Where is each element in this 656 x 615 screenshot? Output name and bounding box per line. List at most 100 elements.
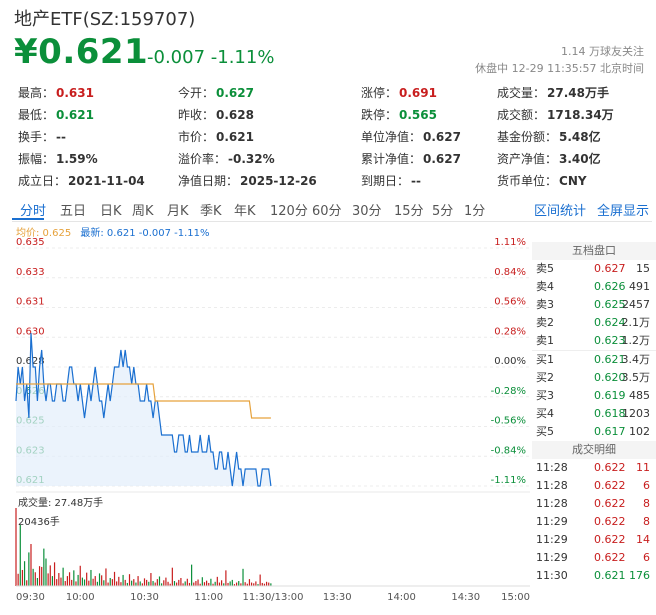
stat-label: 市价： [178,130,215,144]
intraday-chart[interactable]: 0.635 1.11% 0.633 0.84% 0.631 0.56% 0.630 0.28%… [0,0,532,615]
orderbook-price: 0.622 [594,479,626,492]
stat-label: 净值日期： [178,174,239,188]
stat-value: 0.691 [399,86,437,100]
orderbook-label: 卖3 [536,298,554,311]
stat-label: 振幅： [18,152,55,166]
volume-bar [259,574,261,586]
tab-2[interactable]: 日K [100,204,122,219]
stat-label: 成立日： [18,174,67,188]
volume-bar [154,582,156,586]
orderbook-row: 卖3 0.625 2457 [532,296,656,314]
stats-row: 最高： 0.631 今开： 0.627 涨停： 0.691 成交量： 27.48万手 [0,84,656,106]
tab-1[interactable]: 五日 [60,204,87,219]
volume-bar [191,564,193,586]
volume-bar [143,578,146,586]
orderbook-title: 五档盘口 [532,242,656,260]
tab-12[interactable]: 1分 [464,204,486,219]
stat-label: 累计净值： [361,152,422,166]
tab-7[interactable]: 120分 [270,204,308,219]
volume-bar [146,579,148,586]
volume-bar [109,577,111,586]
volume-bar [186,578,188,586]
orderbook-price: 0.626 [594,280,626,293]
stat-label: 资产净值： [497,152,558,166]
volume-bar [92,578,94,586]
volume-bar [128,574,131,586]
volume-bar [103,580,105,586]
market-status: 休盘中 12-29 11:35:57 北京时间 [475,62,644,75]
stat-cell: 市价： 0.621 [178,128,254,145]
volume-bar [88,580,90,586]
current-price: ¥0.621 [14,32,149,72]
order-book-panel: 五档盘口 卖5 0.627 15 卖4 0.626 491 卖3 0.625 2457 卖2 0.62… [532,242,656,585]
volume-bar [156,579,158,586]
volume-label: 成交量: 27.48万手 [18,498,104,509]
volume-bar [180,577,182,586]
tab-5[interactable]: 季K [200,204,222,219]
x-tick-label: 10:00 [66,592,95,603]
y-tick-label: 0.635 [16,237,45,248]
orderbook-row: 买1 0.621 3.4万 [532,351,656,369]
orderbook-separator [532,350,656,351]
tab-0[interactable]: 分时 [20,204,47,219]
fullscreen-link[interactable]: 全屏显示 [597,204,650,219]
orderbook-label: 卖2 [536,316,554,329]
stats-row: 振幅： 1.59% 溢价率： -0.32% 累计净值： 0.627 资产净值： 3.40亿 [0,150,656,172]
volume-bar [28,552,30,586]
orderbook-row: 卖4 0.626 491 [532,278,656,296]
orderbook-row: 11:28 0.622 8 [532,495,656,513]
tab-9[interactable]: 30分 [352,204,382,219]
stat-label: 单位净值： [361,130,422,144]
pct-tick-label: 1.11% [494,237,526,248]
volume-bar [23,561,26,586]
volume-bar [124,579,126,586]
volume-bar [81,577,83,586]
stat-cell: 成交额： 1718.34万 [497,106,614,123]
stat-cell: 净值日期： 2025-12-26 [178,172,317,189]
orderbook-row: 买5 0.617 102 [532,423,656,441]
volume-bar [77,574,79,586]
volume-bar [49,565,51,586]
tab-8[interactable]: 60分 [312,204,342,219]
interval-stats-link[interactable]: 区间统计 [534,204,587,219]
follower-count[interactable]: 1.14 万球友关注 [561,45,644,58]
orderbook-price: 0.622 [594,461,626,474]
stat-cell: 单位净值： 0.627 [361,128,461,145]
pct-tick-label: 0.84% [494,267,526,278]
tab-10[interactable]: 15分 [394,204,424,219]
orderbook-row: 11:28 0.622 11 [532,459,656,477]
orderbook-volume: 8 [643,515,650,528]
orderbook-label: 11:29 [536,551,568,564]
volume-bar [201,577,203,586]
stat-value: -- [56,130,66,144]
stat-cell: 昨收： 0.628 [178,106,254,123]
volume-bar [21,569,24,586]
volume-bar [265,581,268,586]
stat-value: 0.627 [216,86,254,100]
tab-3[interactable]: 周K [132,204,154,219]
volume-bar [79,565,81,586]
tab-11[interactable]: 5分 [432,204,454,219]
tab-6[interactable]: 年K [234,204,256,219]
volume-bar [105,568,107,586]
orderbook-volume: 102 [629,425,650,438]
volume-bar [173,581,176,586]
volume-bar [161,583,163,586]
legend-latest: 最新: 0.621 -0.007 -1.11% [80,228,210,239]
orderbook-price: 0.619 [594,389,626,402]
volume-bar [158,576,161,586]
x-tick-label: 11:30/13:00 [242,592,303,603]
volume-bar [182,583,184,586]
orderbook-row: 卖1 0.623 1.2万 [532,332,656,350]
volume-bar [126,582,128,586]
stat-label: 成交量： [497,86,546,100]
stats-row: 换手： -- 市价： 0.621 单位净值： 0.627 基金份额： 5.48亿 [0,128,656,150]
stat-cell: 基金份额： 5.48亿 [497,128,601,145]
stat-value: 0.627 [423,152,461,166]
tab-4[interactable]: 月K [167,204,189,219]
volume-bar [113,571,116,586]
stat-value: 0.628 [216,108,254,122]
volume-bar [176,582,178,586]
orderbook-row: 买3 0.619 485 [532,387,656,405]
volume-bar [225,570,227,586]
